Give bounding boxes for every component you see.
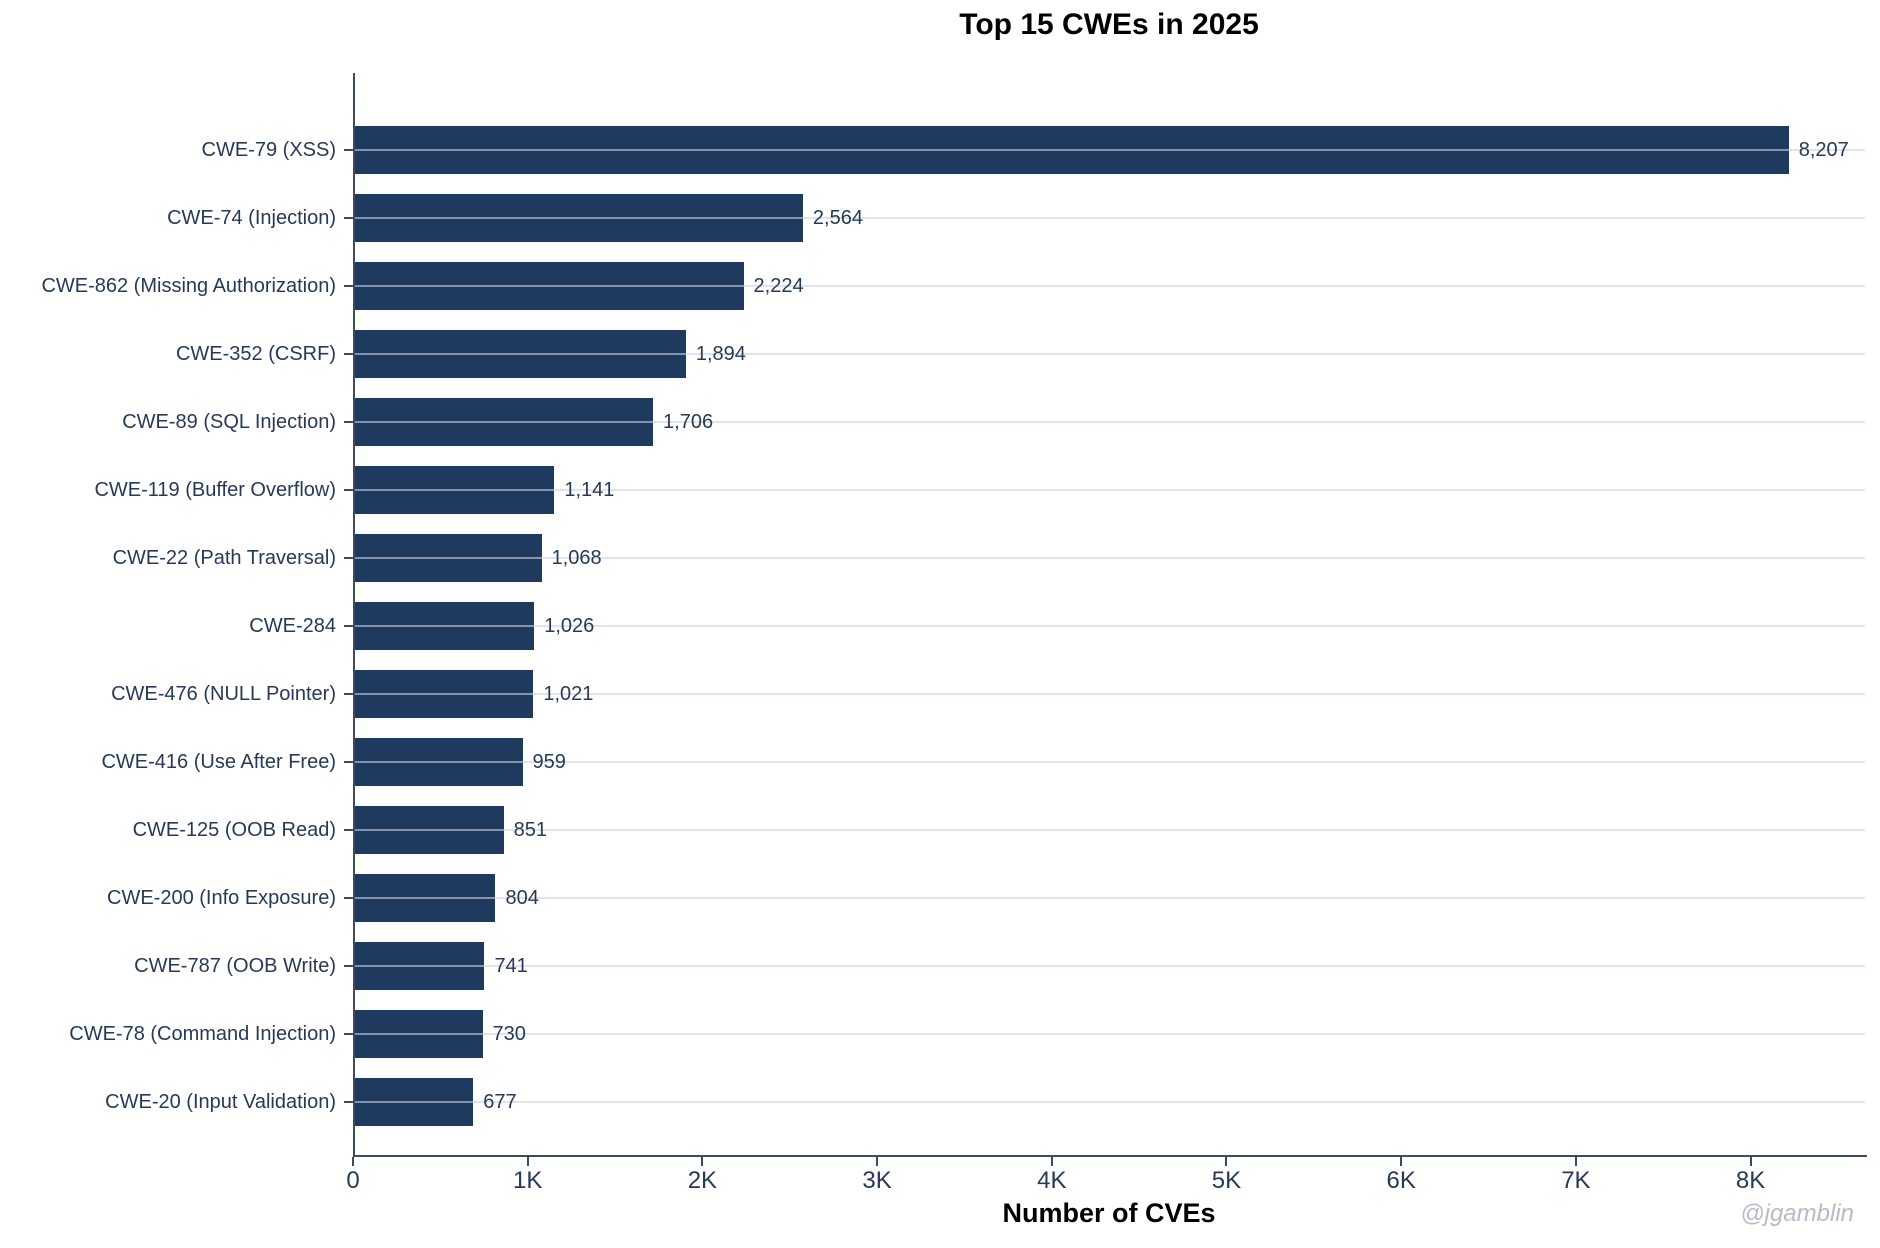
bar-value-label: 1,706 <box>663 411 714 433</box>
chart-title: Top 15 CWEs in 2025 <box>959 8 1259 41</box>
watermark: @jgamblin <box>1740 1200 1854 1227</box>
x-tick-mark <box>1749 1157 1752 1166</box>
bar-value-label: 1,141 <box>564 479 615 501</box>
category-tick-mark <box>344 557 353 559</box>
x-tick-mark <box>1574 1157 1577 1166</box>
category-tick-mark <box>344 285 353 287</box>
x-axis-title: Number of CVEs <box>1002 1198 1216 1228</box>
gridline <box>355 693 1865 695</box>
x-tick-mark <box>876 1157 879 1166</box>
category-tick-mark <box>344 625 353 627</box>
category-label: CWE-476 (NULL Pointer) <box>111 683 336 705</box>
category-label: CWE-125 (OOB Read) <box>132 819 336 841</box>
gridline <box>355 421 1865 423</box>
category-label: CWE-79 (XSS) <box>201 139 336 161</box>
bar-value-label: 8,207 <box>1798 139 1849 161</box>
x-tick-label: 8K <box>1735 1167 1766 1194</box>
category-tick-mark <box>344 353 353 355</box>
bar-value-label: 2,564 <box>812 207 863 229</box>
category-tick-mark <box>344 421 353 423</box>
plot-area <box>353 73 1867 1157</box>
bar-value-label: 1,068 <box>551 547 602 569</box>
gridline <box>355 149 1865 151</box>
category-label: CWE-787 (OOB Write) <box>134 955 336 977</box>
x-tick-label: 4K <box>1037 1167 1067 1194</box>
gridline <box>355 1033 1865 1035</box>
bar-value-label: 741 <box>494 955 528 977</box>
category-label: CWE-416 (Use After Free) <box>101 751 336 773</box>
category-label: CWE-20 (Input Validation) <box>105 1091 336 1113</box>
category-tick-mark <box>344 897 353 899</box>
gridline <box>355 217 1865 219</box>
x-tick-label: 1K <box>513 1167 543 1194</box>
x-tick-label: 3K <box>862 1167 892 1194</box>
bar-value-label: 677 <box>483 1091 517 1113</box>
category-tick-mark <box>344 693 353 695</box>
x-tick-label: 7K <box>1561 1167 1591 1194</box>
gridline <box>355 965 1865 967</box>
bar-value-label: 851 <box>513 819 548 841</box>
x-tick-mark <box>526 1157 529 1166</box>
bar-value-label: 1,021 <box>543 683 594 705</box>
bar-value-label: 804 <box>505 887 539 909</box>
category-label: CWE-74 (Injection) <box>167 207 336 229</box>
x-tick-label: 0 <box>346 1167 360 1194</box>
category-tick-mark <box>344 761 353 763</box>
gridline <box>355 897 1865 899</box>
category-label: CWE-89 (SQL Injection) <box>122 411 336 433</box>
category-tick-mark <box>344 829 353 831</box>
gridline <box>355 353 1865 355</box>
gridline <box>355 1101 1865 1103</box>
category-label: CWE-284 <box>249 615 336 637</box>
gridline <box>355 489 1865 491</box>
category-tick-mark <box>344 1033 353 1035</box>
bar-value-label: 959 <box>532 751 566 773</box>
category-tick-mark <box>344 217 353 219</box>
category-label: CWE-862 (Missing Authorization) <box>41 275 336 297</box>
bar-value-label: 2,224 <box>753 275 804 297</box>
bar-value-label: 1,894 <box>695 343 746 365</box>
gridline <box>355 829 1865 831</box>
x-tick-mark <box>1050 1157 1053 1166</box>
bar-value-label: 1,026 <box>544 615 595 637</box>
gridline <box>355 285 1865 287</box>
gridline <box>355 557 1865 559</box>
x-tick-mark <box>1400 1157 1403 1166</box>
category-tick-mark <box>344 489 353 491</box>
category-label: CWE-352 (CSRF) <box>175 343 336 365</box>
category-label: CWE-200 (Info Exposure) <box>107 887 336 909</box>
category-label: CWE-119 (Buffer Overflow) <box>94 479 336 501</box>
category-tick-mark <box>344 965 353 967</box>
x-tick-mark <box>1225 1157 1228 1166</box>
category-label: CWE-78 (Command Injection) <box>69 1023 336 1045</box>
bar-value-label: 730 <box>492 1023 526 1045</box>
gridline <box>355 761 1865 763</box>
x-tick-mark <box>701 1157 704 1166</box>
category-tick-mark <box>344 149 353 151</box>
x-tick-label: 2K <box>687 1167 718 1194</box>
x-tick-mark <box>352 1157 354 1166</box>
category-label: CWE-22 (Path Traversal) <box>112 547 336 569</box>
x-tick-label: 5K <box>1211 1167 1242 1194</box>
category-tick-mark <box>344 1101 353 1103</box>
gridline <box>355 625 1865 627</box>
x-tick-label: 6K <box>1386 1167 1416 1194</box>
